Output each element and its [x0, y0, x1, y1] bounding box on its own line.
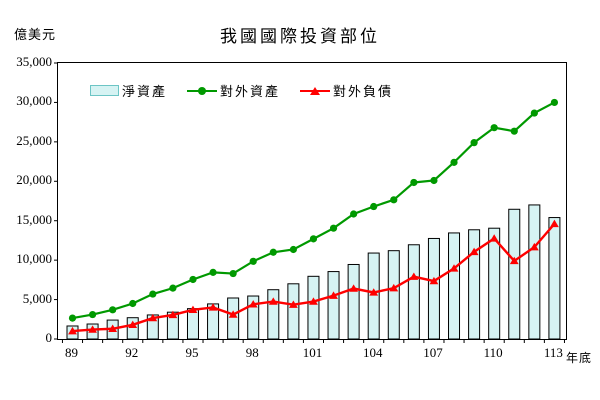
plot-area	[54, 62, 567, 343]
y-axis-tick-label: 35,000	[16, 54, 52, 69]
x-axis-unit-label: 年底	[566, 351, 593, 365]
y-axis-tick-label: 25,000	[16, 132, 52, 148]
x-axis-tick-label: 110	[483, 345, 503, 360]
x-axis-tick-label: 98	[245, 345, 259, 360]
chart-title: 我國國際投資部位	[220, 27, 380, 46]
y-axis-tick-label: 10,000	[16, 251, 52, 267]
x-axis-tick-label: 107	[423, 345, 443, 360]
line-circle-icon	[187, 86, 218, 95]
x-axis-tick-label: 113	[543, 345, 563, 360]
x-axis-tick-label: 95	[185, 345, 199, 360]
x-axis-tick-label: 104	[362, 345, 383, 360]
x-axis-tick-label: 92	[125, 345, 139, 360]
y-axis-tick-label: 15,000	[16, 211, 52, 227]
x-axis-tick-label: 89	[65, 345, 78, 360]
legend-label-net-assets: 淨資產	[122, 84, 168, 99]
bar-swatch-icon	[90, 85, 119, 96]
y-axis-unit-label: 億美元	[14, 27, 57, 42]
y-axis-tick-label: 20,000	[16, 172, 52, 188]
y-axis-tick-label: 30,000	[16, 93, 52, 109]
legend-label-external-assets: 對外資產	[220, 84, 281, 99]
y-axis-tick-label: 0	[45, 330, 53, 345]
legend-label-external-liabilities: 對外負債	[333, 84, 394, 99]
y-axis-tick-label: 5,000	[22, 290, 52, 306]
legend-item-net-assets: 淨資產	[90, 81, 167, 100]
line-triangle-icon	[300, 86, 331, 95]
chart-canvas	[54, 62, 565, 343]
legend-item-external-assets: 對外資產	[187, 81, 280, 100]
x-axis-tick-label: 101	[302, 345, 323, 360]
legend-item-external-liabilities: 對外負債	[300, 81, 393, 100]
legend: 淨資產 對外資產 對外負債	[90, 81, 393, 100]
